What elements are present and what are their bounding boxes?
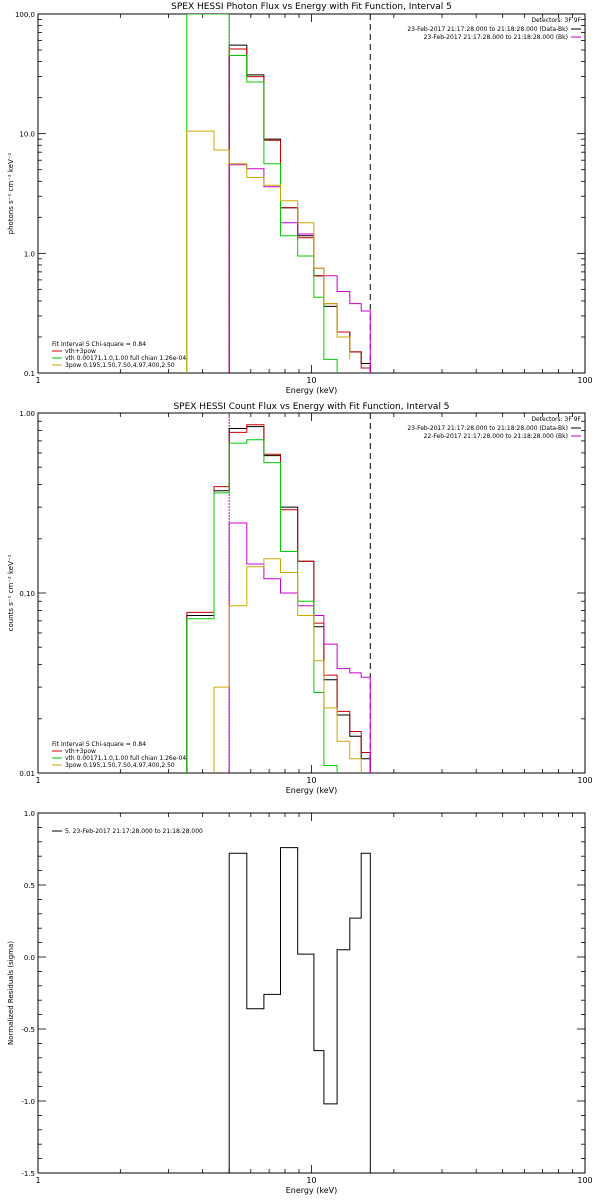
x-tick-label: 10 [306, 376, 316, 385]
plot-frame [37, 812, 586, 1174]
series-vth-3pow [228, 48, 371, 373]
plot-frame [37, 13, 586, 374]
y-tick-label: 1.0 [24, 810, 35, 818]
x-tick-label: 100 [577, 1176, 592, 1185]
series-data-bk [228, 44, 371, 373]
series-group [186, 14, 371, 373]
series-group [186, 424, 371, 773]
x-tick-label: 100 [577, 376, 592, 385]
y-tick-label: -0.5 [21, 1026, 35, 1034]
series-3pow [186, 558, 362, 773]
y-axis-label: counts s⁻¹ cm⁻² keV⁻¹ [7, 554, 15, 631]
fit-legend-label: vth 0.00171,1.0,1.00 full chian 1.26e-04 [65, 355, 186, 362]
photon-flux-chart: SPEX HESSI Photon Flux vs Energy with Fi… [7, 2, 593, 395]
y-tick-label: 100.0 [15, 11, 35, 19]
x-axis-label: Energy (keV) [286, 786, 338, 795]
series-residuals [228, 847, 371, 1173]
y-tick-label: 0.10 [19, 590, 35, 598]
residuals-chart: 1 10 100 -1.5 -1.0 -0.5 0.0 0.5 1.0 Energy (keV) N… [7, 810, 593, 1195]
x-axis-label: Energy (keV) [286, 1186, 338, 1195]
x-tick-label: 1 [35, 776, 40, 785]
y-tick-label: 0.1 [24, 370, 35, 378]
x-tick-label: 1 [35, 1176, 40, 1185]
y-tick-label: -1.5 [21, 1170, 35, 1178]
y-tick-label: 0.0 [24, 954, 35, 962]
fit-legend-label: vth+3pow [65, 348, 96, 355]
x-tick-label: 10 [306, 776, 316, 785]
y-tick-label: -1.0 [21, 1098, 35, 1106]
legend-label: 22-Feb-2017 21:17:28.000 to 21:18:28.000… [424, 433, 568, 440]
y-tick-label: 0.5 [24, 882, 35, 890]
legend-label: 5, 23-Feb-2017 21:17:28.000 to 21:18:28.… [65, 828, 203, 835]
y-tick-label: 1.0 [24, 250, 35, 258]
fit-legend-label: 3pow 0.195,1.50,7.50,4.97,400,2.50 [65, 362, 175, 369]
fit-legend-heading: Fit Interval 5 Chi-square = 0.84 [52, 341, 146, 348]
legend-label: 23-Feb-2017 21:17:28.000 to 21:18:28.000… [407, 425, 568, 432]
count-flux-chart: SPEX HESSI Count Flux vs Energy with Fit… [7, 402, 593, 795]
fit-legend-label: vth 0.00171,1.0,1.00 full chian 1.26e-04 [65, 755, 186, 762]
legend-title: Detectors: 3F 9F [531, 17, 581, 24]
fit-legend-heading: Fit Interval 5 Chi-square = 0.84 [52, 741, 146, 748]
series-bk [228, 164, 371, 373]
x-axis-label: Energy (keV) [286, 386, 338, 395]
y-tick-label: 0.01 [19, 770, 35, 778]
legend-label: 23-Feb-2017 21:17:28.000 to 21:18:28.000… [407, 26, 568, 33]
y-tick-label: 1.00 [19, 410, 35, 418]
y-tick-label: 10.0 [19, 131, 35, 139]
series-group [228, 847, 371, 1173]
y-axis-label: Normalized Residuals (sigma) [7, 941, 15, 1045]
legend-title: Detectors: 3F 9F [531, 416, 581, 423]
chart-title: SPEX HESSI Photon Flux vs Energy with Fi… [171, 2, 452, 12]
y-axis-label: photons s⁻¹ cm⁻² keV⁻¹ [7, 152, 15, 234]
fit-legend-label: 3pow 0.195,1.50,7.50,4.97,400,2.50 [65, 762, 175, 769]
x-tick-label: 100 [577, 776, 592, 785]
series-vth [186, 439, 338, 773]
chart-title: SPEX HESSI Count Flux vs Energy with Fit… [173, 402, 449, 412]
legend-label: 23-Feb-2017 21:17:28.000 to 21:18:28.000… [424, 34, 568, 41]
plot-frame [37, 412, 586, 774]
fit-legend-label: vth+3pow [65, 748, 96, 755]
series-3pow [186, 130, 351, 373]
series-bk [228, 522, 371, 773]
series-vth [186, 14, 338, 373]
x-tick-label: 10 [306, 1176, 316, 1185]
x-tick-label: 1 [35, 376, 40, 385]
